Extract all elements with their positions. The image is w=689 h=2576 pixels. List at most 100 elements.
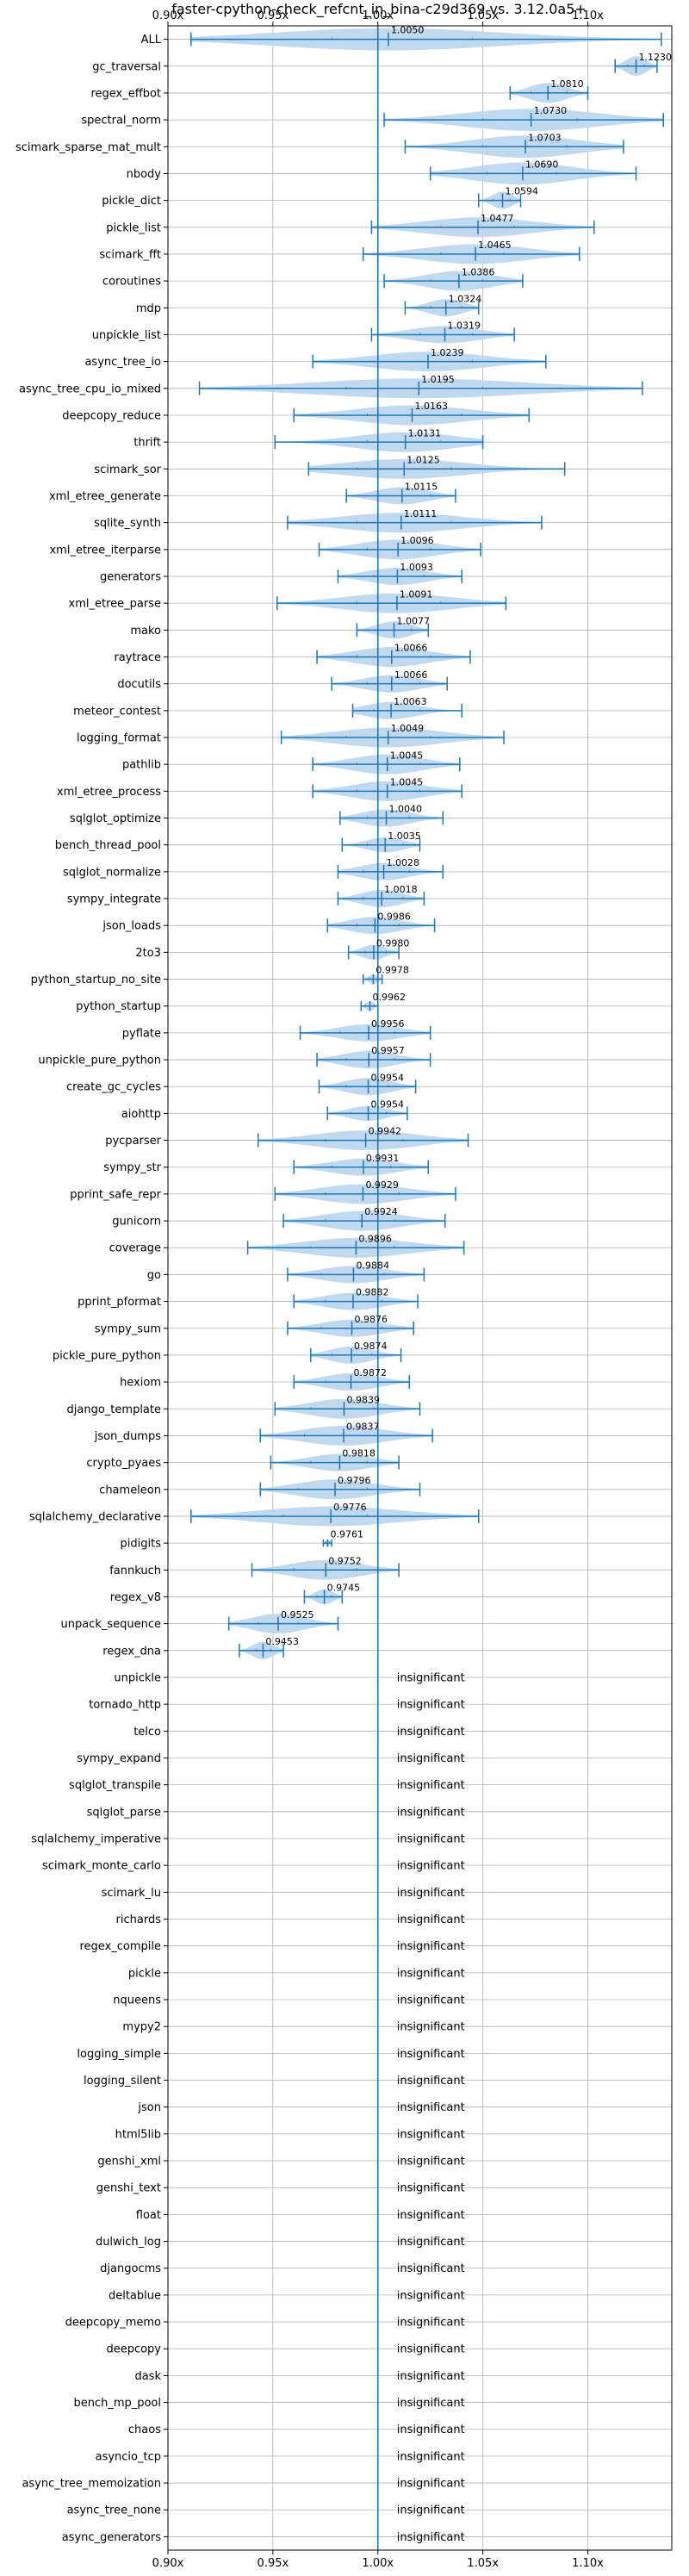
insignificant-label: insignificant [397, 2156, 465, 2168]
benchmark-label: deltablue [109, 2289, 161, 2302]
benchmark-label: pickle [128, 1967, 161, 1980]
benchmark-label: pidigits [121, 1538, 162, 1551]
benchmark-label: regex_effbot [90, 87, 161, 100]
benchmark-label: xml_etree_parse [69, 598, 161, 611]
x-tick-label-bottom: 1.10x [572, 2557, 604, 2570]
value-label: 1.0163 [414, 401, 448, 412]
value-label: 0.9986 [377, 911, 411, 922]
value-label: 0.9896 [358, 1233, 392, 1244]
value-label: 1.0111 [404, 508, 438, 520]
value-label: 0.9924 [364, 1206, 398, 1217]
insignificant-label: insignificant [397, 1779, 465, 1792]
benchmark-label: async_tree_cpu_io_mixed [19, 383, 161, 395]
benchmark-label: django_template [67, 1403, 161, 1416]
benchmark-label: genshi_xml [97, 2156, 161, 2168]
benchmark-label: pprint_pformat [78, 1296, 161, 1309]
value-label: 1.0066 [394, 669, 428, 681]
benchmark-label: chaos [128, 2424, 161, 2436]
benchmark-label: spectral_norm [81, 115, 161, 128]
benchmark-label: scimark_monte_carlo [42, 1860, 161, 1873]
benchmark-label: pickle_pure_python [53, 1349, 161, 1362]
benchmark-label: unpickle [114, 1671, 161, 1684]
value-label: 0.9980 [376, 938, 410, 949]
benchmark-label: deepcopy_memo [65, 2317, 161, 2330]
x-tick-label-bottom: 1.05x [467, 2557, 499, 2570]
benchmark-label: sqlalchemy_declarative [29, 1510, 161, 1523]
value-label: 1.0049 [391, 723, 425, 734]
benchmark-label: bench_thread_pool [55, 839, 161, 852]
benchmark-label: scimark_fft [99, 248, 161, 261]
benchmark-label: unpickle_list [92, 329, 161, 342]
value-label: 0.9761 [330, 1528, 363, 1540]
benchmark-label: nbody [127, 168, 162, 181]
value-label: 1.0077 [397, 615, 431, 626]
value-label: 1.0477 [481, 213, 514, 224]
value-label: 1.0093 [400, 562, 433, 573]
value-label: 1.0050 [391, 25, 425, 36]
benchmark-label: unpickle_pure_python [38, 1055, 161, 1067]
insignificant-label: insignificant [397, 2101, 465, 2114]
value-label: 1.0125 [407, 454, 440, 465]
x-tick-label-bottom: 0.95x [258, 2557, 289, 2570]
benchmark-label: pickle_list [106, 221, 161, 234]
benchmark-label: ALL [141, 34, 162, 47]
value-label: 0.9745 [327, 1583, 361, 1594]
value-label: 0.9978 [376, 965, 409, 976]
benchmark-label: logging_format [77, 732, 161, 745]
benchmark-label: meteor_contest [73, 705, 161, 718]
value-label: 1.0594 [506, 186, 539, 197]
benchmark-label: mypy2 [122, 2021, 161, 2034]
insignificant-label: insignificant [397, 2075, 465, 2088]
insignificant-label: insignificant [397, 1994, 465, 2007]
value-label: 1.0465 [478, 240, 512, 251]
value-label: 0.9876 [355, 1314, 388, 1325]
value-label: 1.0045 [390, 750, 424, 761]
insignificant-label: insignificant [397, 2397, 465, 2410]
violin-layer [190, 28, 664, 1659]
value-label: 1.0115 [405, 482, 438, 493]
value-label: 1.0035 [388, 831, 421, 842]
value-label: 1.0018 [384, 884, 418, 895]
x-tick-label-top: 1.10x [572, 9, 604, 22]
x-tick-label-bottom: 1.00x [362, 2557, 394, 2570]
benchmark-label: djangocms [100, 2262, 161, 2275]
benchmark-label: gc_traversal [92, 60, 161, 73]
value-label: 1.0324 [449, 293, 482, 304]
insignificant-label: insignificant [397, 2478, 465, 2491]
benchmark-label: bench_mp_pool [73, 2397, 161, 2410]
insignificant-label: insignificant [397, 2128, 465, 2141]
benchmark-label: xml_etree_generate [49, 490, 161, 503]
benchmark-label: pyflate [122, 1027, 161, 1040]
benchmark-label: python_startup_no_site [31, 974, 161, 986]
insignificant-label: insignificant [397, 1940, 465, 1953]
insignificant-label: insignificant [397, 1671, 465, 1684]
insignificant-label: insignificant [397, 1967, 465, 1980]
value-label: 0.9818 [342, 1448, 376, 1459]
benchmark-label: xml_etree_iterparse [49, 544, 161, 557]
benchmark-label: mdp [136, 302, 161, 315]
x-tick-label-top: 1.00x [362, 9, 394, 22]
value-label: 0.9884 [356, 1260, 389, 1272]
benchmark-label: scimark_lu [102, 1887, 161, 1900]
value-label: 0.9931 [366, 1153, 400, 1164]
insignificant-label: insignificant [397, 2343, 465, 2356]
benchmark-label: async_generators [62, 2531, 162, 2544]
insignificant-label: insignificant [397, 1726, 465, 1739]
value-label: 1.0131 [408, 427, 442, 439]
x-tick-label-bottom: 0.90x [152, 2557, 184, 2570]
value-label: 0.9525 [281, 1609, 314, 1621]
benchmark-label: docutils [117, 678, 161, 691]
value-label: 0.9956 [371, 1018, 405, 1030]
value-label: 0.9882 [356, 1287, 389, 1298]
plot-frame [167, 25, 673, 2551]
x-tick-label-top: 1.05x [467, 9, 499, 22]
benchmark-label: sqlglot_normalize [63, 866, 161, 879]
value-label: 1.0810 [550, 78, 584, 90]
benchmark-label: tornado_http [89, 1699, 161, 1712]
benchmark-label: crypto_pyaes [86, 1457, 161, 1470]
benchmark-label: hexiom [120, 1377, 161, 1390]
benchmark-label: json [137, 2101, 161, 2114]
benchmark-label: sqlglot_transpile [69, 1779, 161, 1792]
benchmark-label: fannkuch [109, 1565, 161, 1577]
